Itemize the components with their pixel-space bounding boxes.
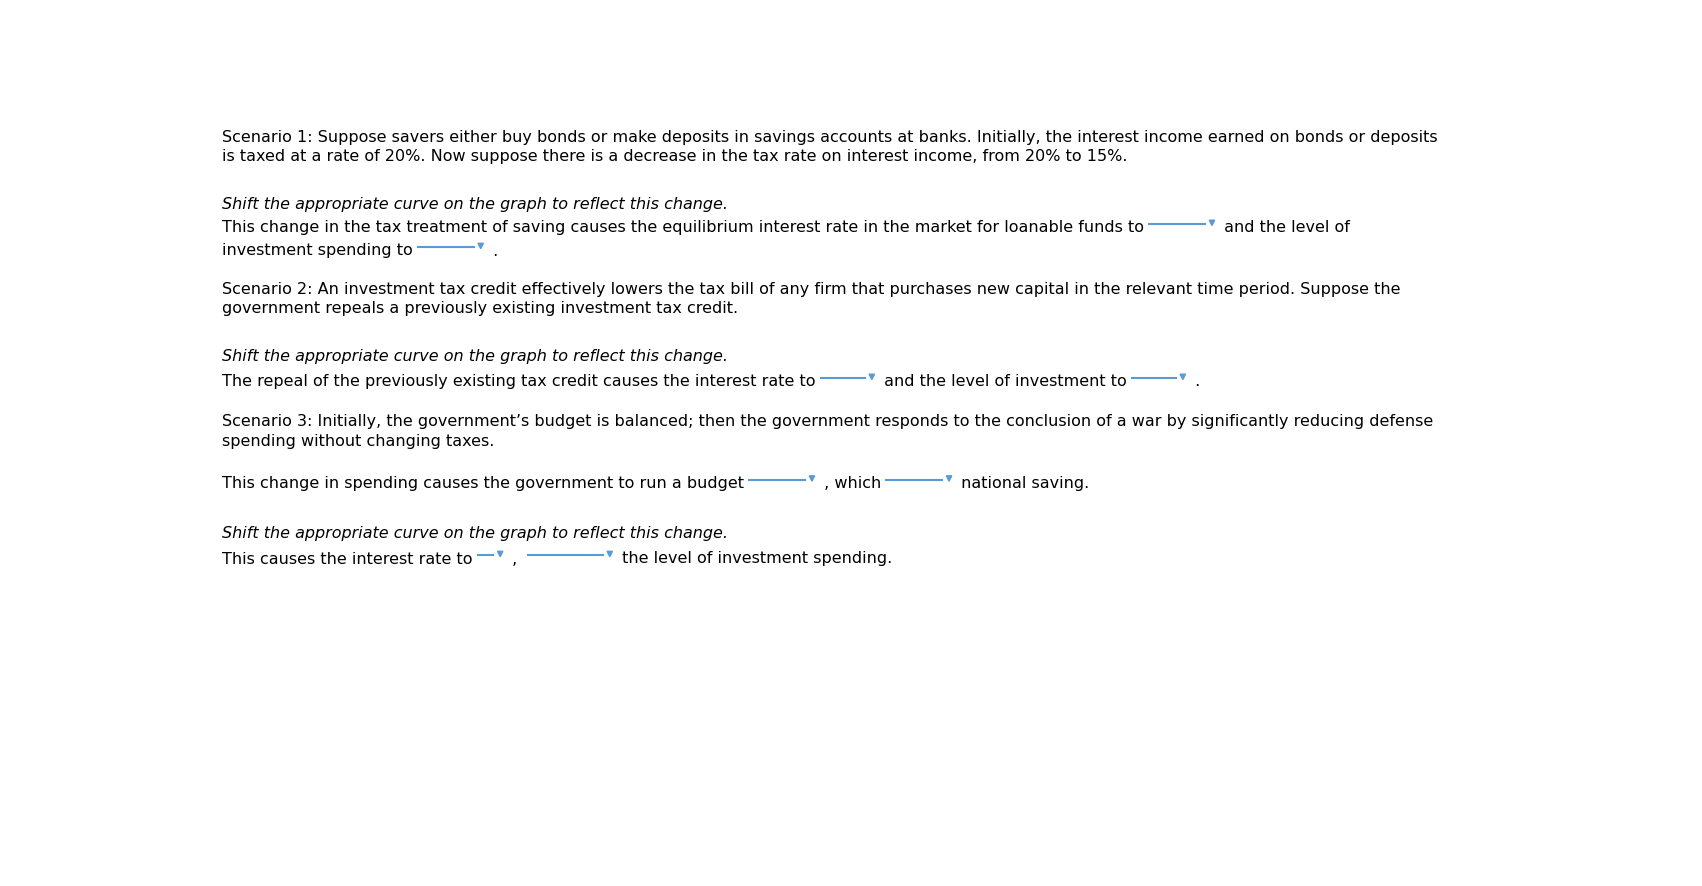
Text: and the level of investment to: and the level of investment to [878,374,1132,389]
Text: The repeal of the previously existing tax credit causes the interest rate to: The repeal of the previously existing ta… [221,374,820,389]
Text: and the level of: and the level of [1219,220,1350,235]
Text: Scenario 2: An investment tax credit effectively lowers the tax bill of any firm: Scenario 2: An investment tax credit eff… [221,282,1401,297]
Text: spending without changing taxes.: spending without changing taxes. [221,433,494,448]
Text: the level of investment spending.: the level of investment spending. [616,551,892,566]
Text: This causes the interest rate to: This causes the interest rate to [221,551,478,566]
Text: is taxed at a rate of 20%. Now suppose there is a decrease in the tax rate on in: is taxed at a rate of 20%. Now suppose t… [221,149,1127,164]
Text: Scenario 3: Initially, the government’s budget is balanced; then the government : Scenario 3: Initially, the government’s … [221,414,1433,429]
Text: Shift the appropriate curve on the graph to reflect this change.: Shift the appropriate curve on the graph… [221,197,728,212]
Text: government repeals a previously existing investment tax credit.: government repeals a previously existing… [221,301,739,316]
Polygon shape [1179,375,1186,380]
Text: national saving.: national saving. [957,476,1089,491]
Text: , which: , which [819,476,887,491]
Polygon shape [1208,221,1215,226]
Text: ,: , [507,551,528,566]
Polygon shape [497,552,502,557]
Polygon shape [608,552,613,557]
Text: Shift the appropriate curve on the graph to reflect this change.: Shift the appropriate curve on the graph… [221,348,728,363]
Polygon shape [808,477,815,482]
Text: This change in spending causes the government to run a budget: This change in spending causes the gover… [221,476,749,491]
Text: .: . [1190,374,1200,389]
Text: .: . [488,244,499,258]
Polygon shape [946,477,951,482]
Text: Scenario 1: Suppose savers either buy bonds or make deposits in savings accounts: Scenario 1: Suppose savers either buy bo… [221,129,1438,144]
Text: Shift the appropriate curve on the graph to reflect this change.: Shift the appropriate curve on the graph… [221,525,728,540]
Text: This change in the tax treatment of saving causes the equilibrium interest rate : This change in the tax treatment of savi… [221,220,1149,235]
Polygon shape [870,375,875,380]
Text: investment spending to: investment spending to [221,244,419,258]
Polygon shape [478,244,483,249]
